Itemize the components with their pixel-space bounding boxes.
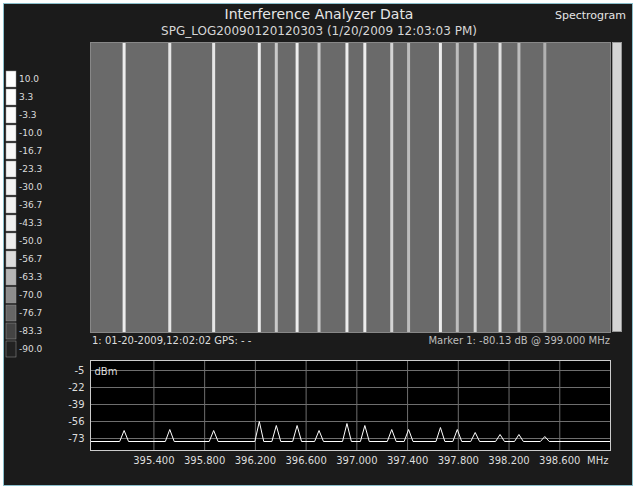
svg-text:3.3: 3.3: [19, 92, 33, 102]
svg-text:395.400: 395.400: [133, 455, 174, 466]
svg-text:-39: -39: [68, 399, 84, 410]
html-text:1: 01-20-2009,12:02:02 GPS: -: 1: 01-20-2009,12:02:02 GPS: - -: [92, 335, 252, 346]
svg-text:396.600: 396.600: [285, 455, 326, 466]
svg-text:-76.7: -76.7: [19, 308, 42, 318]
svg-text:395.800: 395.800: [184, 455, 225, 466]
svg-text:-90.0: -90.0: [19, 344, 43, 354]
svg-text:-56.7: -56.7: [19, 254, 42, 264]
svg-text:-36.7: -36.7: [19, 200, 42, 210]
svg-text:-30.0: -30.0: [19, 182, 43, 192]
svg-text:10.0: 10.0: [19, 74, 39, 84]
svg-text:-50.0: -50.0: [19, 236, 43, 246]
svg-text:397.400: 397.400: [387, 455, 428, 466]
svg-text:397.000: 397.000: [336, 455, 377, 466]
svg-text:-73: -73: [68, 433, 84, 444]
svg-text:396.200: 396.200: [235, 455, 276, 466]
svg-text:-63.3: -63.3: [19, 272, 42, 282]
svg-text:398.200: 398.200: [488, 455, 529, 466]
svg-text:-43.3: -43.3: [19, 218, 42, 228]
svg-text:-56: -56: [68, 416, 84, 427]
html-text:Spectrogram: Spectrogram: [554, 9, 626, 22]
svg-text:-5: -5: [75, 365, 85, 376]
svg-text:dBm: dBm: [95, 366, 118, 377]
svg-text:-16.7: -16.7: [19, 146, 42, 156]
svg-text:-83.3: -83.3: [19, 326, 42, 336]
svg-text:397.800: 397.800: [438, 455, 479, 466]
svg-text:-23.3: -23.3: [19, 164, 42, 174]
html-text:Marker 1: -80.13 dB @ 399.000: Marker 1: -80.13 dB @ 399.000 MHz: [428, 335, 610, 346]
svg-text:MHz: MHz: [587, 455, 608, 466]
svg-text:-70.0: -70.0: [19, 290, 43, 300]
svg-text:-10.0: -10.0: [19, 128, 43, 138]
html-text:Interference Analyzer Data: Interference Analyzer Data: [224, 6, 414, 22]
svg-text:-3.3: -3.3: [19, 110, 37, 120]
svg-text:398.600: 398.600: [539, 455, 580, 466]
html-text:SPG_LOG20090120120303 (1/20/20: SPG_LOG20090120120303 (1/20/2009 12:03:0…: [161, 24, 477, 38]
svg-text:-22: -22: [68, 382, 84, 393]
